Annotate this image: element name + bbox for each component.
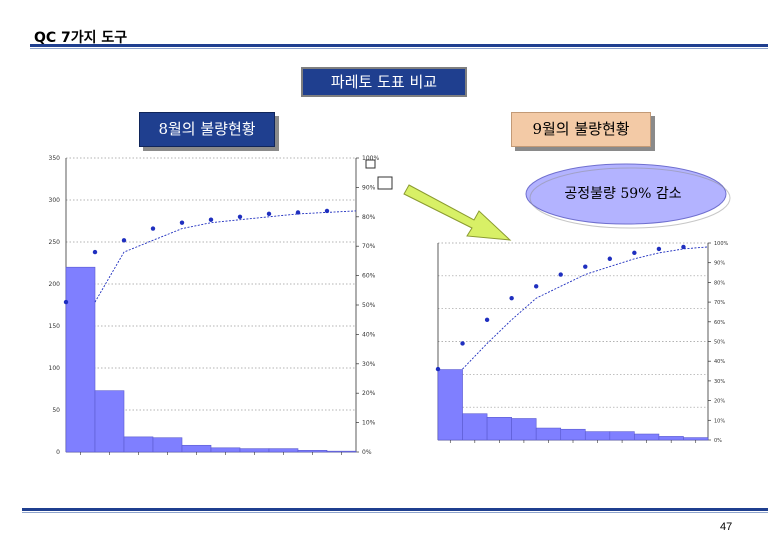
cumulative-point bbox=[484, 317, 490, 323]
left-axis-tick-label: 150 bbox=[49, 323, 61, 330]
cumulative-point bbox=[237, 214, 243, 219]
bar bbox=[152, 437, 183, 453]
callout-tail bbox=[365, 159, 393, 190]
august-label: 8월의 불량현황 bbox=[139, 112, 275, 147]
right-axis-tick-label: 50% bbox=[714, 340, 725, 346]
bar bbox=[462, 413, 488, 441]
bar bbox=[437, 369, 463, 441]
bar bbox=[683, 437, 709, 441]
header-divider-thin bbox=[30, 48, 768, 49]
footer-divider-thin bbox=[22, 512, 768, 513]
cumulative-point bbox=[208, 217, 214, 222]
right-axis-tick-label: 30% bbox=[362, 361, 376, 368]
cumulative-line bbox=[462, 246, 709, 370]
cumulative-point bbox=[266, 211, 272, 217]
header-title: QC 7가지 도구 bbox=[34, 30, 128, 46]
bar bbox=[535, 427, 562, 441]
bar bbox=[584, 431, 611, 441]
right-axis-tick-label: 40% bbox=[714, 359, 725, 365]
pareto-chart-september: 0% 10% 20% 30% 40% 50% 60% 70% 80% 90% 100% bbox=[435, 241, 729, 444]
left-axis-tick-label: 100 bbox=[49, 365, 61, 372]
bar bbox=[297, 450, 328, 453]
pareto-chart-august: 0 50 100 150 200 250 300 350 0% 10% 20% 30% 40% 50% 60… bbox=[49, 155, 380, 456]
cumulative-point bbox=[92, 249, 98, 255]
cumulative-point bbox=[435, 366, 441, 372]
bar bbox=[486, 417, 512, 441]
right-axis-tick-label: 60% bbox=[714, 320, 725, 326]
right-axis-tick-label: 90% bbox=[362, 184, 376, 191]
reduction-arrow bbox=[403, 184, 512, 241]
right-axis-tick-label: 30% bbox=[714, 379, 725, 385]
bar bbox=[326, 450, 357, 453]
bar bbox=[658, 436, 684, 441]
right-axis-tick-label: 20% bbox=[362, 390, 376, 397]
bar bbox=[239, 448, 270, 453]
cumulative-point bbox=[460, 341, 465, 346]
cumulative-point bbox=[179, 220, 185, 225]
header-divider bbox=[30, 44, 768, 47]
bar bbox=[65, 266, 96, 453]
left-axis-tick-label: 300 bbox=[49, 197, 61, 204]
cumulative-point bbox=[632, 250, 637, 256]
left-axis-tick-label: 200 bbox=[49, 281, 61, 288]
right-axis-tick-label: 100% bbox=[362, 155, 379, 162]
bar bbox=[181, 444, 212, 453]
cumulative-point bbox=[63, 299, 69, 305]
callout-text: 공정불량 59% 감소 bbox=[564, 186, 682, 202]
cumulative-point bbox=[583, 264, 588, 269]
bar bbox=[560, 428, 586, 441]
bar bbox=[268, 448, 299, 453]
right-axis-tick-label: 0% bbox=[362, 449, 372, 456]
comparison-title: 파레토 도표 비교 bbox=[301, 67, 467, 97]
cumulative-point bbox=[509, 295, 514, 301]
footer-divider bbox=[22, 508, 768, 511]
left-axis-tick-label: 0 bbox=[56, 449, 60, 456]
callout-cloud bbox=[525, 163, 731, 229]
right-axis-tick-label: 90% bbox=[714, 261, 725, 267]
bar bbox=[123, 436, 154, 453]
bar bbox=[210, 447, 241, 453]
right-axis-tick-label: 50% bbox=[362, 302, 376, 309]
right-axis-tick-label: 70% bbox=[714, 300, 725, 306]
cumulative-point bbox=[295, 210, 301, 215]
cumulative-line bbox=[94, 210, 357, 303]
cumulative-point bbox=[681, 244, 686, 250]
cumulative-point bbox=[121, 238, 127, 243]
page-number: 47 bbox=[720, 521, 733, 533]
bar bbox=[634, 433, 660, 441]
right-axis-tick-label: 0% bbox=[714, 438, 722, 444]
right-axis-tick-label: 80% bbox=[714, 280, 725, 286]
bar bbox=[609, 431, 635, 441]
right-axis-tick-label: 10% bbox=[714, 418, 725, 424]
left-axis-tick-label: 250 bbox=[49, 239, 61, 246]
left-axis-tick-label: 50 bbox=[52, 407, 60, 414]
cumulative-point bbox=[150, 226, 156, 231]
left-axis-tick-label: 350 bbox=[49, 155, 61, 162]
right-axis-tick-label: 20% bbox=[714, 399, 725, 405]
cumulative-point bbox=[533, 284, 539, 289]
right-axis-tick-label: 40% bbox=[362, 331, 376, 338]
right-axis-tick-label: 10% bbox=[362, 420, 376, 427]
cumulative-point bbox=[558, 272, 563, 277]
bar bbox=[94, 390, 125, 453]
right-axis-tick-label: 70% bbox=[362, 243, 376, 250]
right-axis-tick-label: 60% bbox=[362, 273, 376, 280]
september-label: 9월의 불량현황 bbox=[511, 112, 651, 147]
cumulative-point bbox=[656, 246, 662, 252]
right-axis-tick-label: 80% bbox=[362, 214, 376, 221]
bar bbox=[511, 418, 537, 441]
cumulative-point bbox=[324, 208, 330, 214]
right-axis-tick-label: 100% bbox=[714, 241, 729, 247]
cumulative-point bbox=[607, 256, 613, 261]
